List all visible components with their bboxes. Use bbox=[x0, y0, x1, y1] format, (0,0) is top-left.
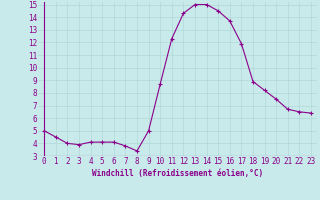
X-axis label: Windchill (Refroidissement éolien,°C): Windchill (Refroidissement éolien,°C) bbox=[92, 169, 263, 178]
